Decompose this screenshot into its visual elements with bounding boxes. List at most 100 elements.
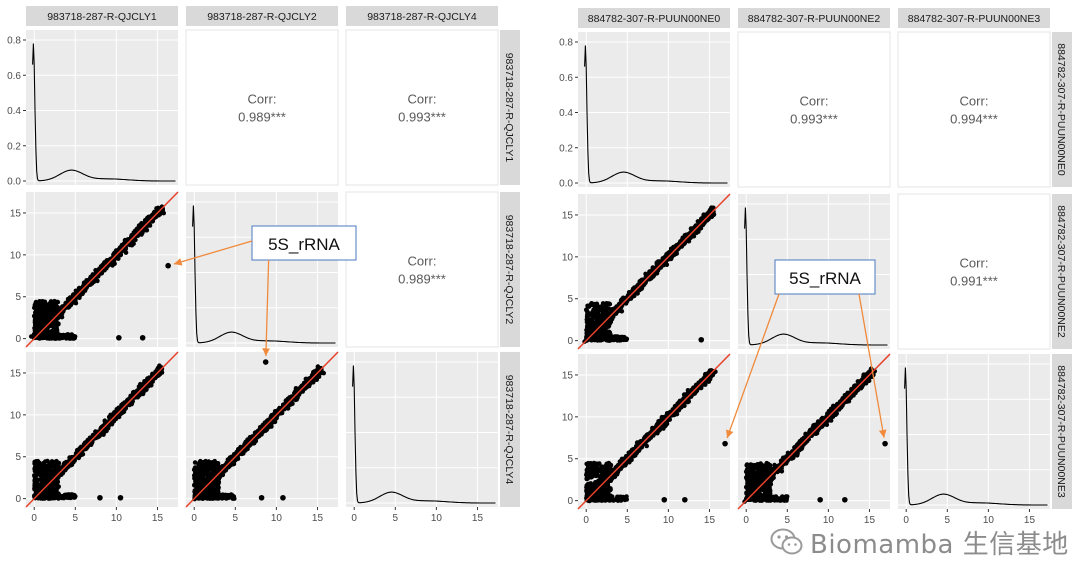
scatter-point xyxy=(618,337,624,343)
scatter-point xyxy=(104,258,110,264)
scatter-point xyxy=(38,310,43,316)
scatter-point xyxy=(607,338,612,343)
scatter-point xyxy=(155,206,160,211)
corr-panel-bg xyxy=(345,29,499,186)
scatter-point xyxy=(603,323,608,328)
row-strip xyxy=(500,192,520,347)
row-strip-label: 884782-307-R-PUUN00NE3 xyxy=(1055,365,1067,498)
scatter-point xyxy=(60,334,65,340)
outlier-point xyxy=(117,494,124,501)
y-tick-label: 0.2 xyxy=(7,141,21,152)
scatter-point xyxy=(606,306,611,311)
y-tick-label: 0.0 xyxy=(559,179,573,190)
scatter-point xyxy=(587,317,593,322)
corr-panel-bg xyxy=(897,193,1051,350)
scatter-point xyxy=(225,492,230,498)
scatter-point xyxy=(639,286,644,292)
outlier-point xyxy=(97,494,103,501)
scatter-point xyxy=(54,321,60,327)
scatter-point xyxy=(112,261,117,267)
panel-r2-c2: 0 5 10 15 xyxy=(346,352,498,524)
scatter-point xyxy=(585,309,590,315)
scatter-point xyxy=(51,462,57,468)
scatter-point xyxy=(597,336,603,342)
scatter-point xyxy=(54,333,60,339)
x-tick-label: 15 xyxy=(472,513,484,524)
corr-panel-bg xyxy=(737,31,891,188)
scatter-point xyxy=(211,469,216,475)
x-tick-label: 10 xyxy=(271,513,283,524)
panel-r1-c1 xyxy=(186,192,338,347)
matrix-left: 983718-287-R-QJCLY1 983718-287-R-QJCLY2 98… xyxy=(7,6,520,524)
scatter-point xyxy=(42,299,48,305)
scatter-point xyxy=(51,302,56,307)
row-strip xyxy=(500,352,520,507)
y-tick-label: 0.8 xyxy=(7,36,21,47)
scatter-point xyxy=(607,330,613,335)
scatter-point xyxy=(56,460,62,466)
y-tick-label: 0.4 xyxy=(559,108,573,119)
y-tick-label: 0.6 xyxy=(7,71,21,82)
scatter-point xyxy=(67,295,73,300)
col-strip-label: 983718-287-R-QJCLY4 xyxy=(367,11,477,23)
corr-value: 0.993*** xyxy=(790,112,838,127)
corr-label: Corr: xyxy=(960,94,989,109)
scatter-point xyxy=(32,305,37,311)
scatter-point xyxy=(42,496,47,501)
scatter-point xyxy=(34,324,40,330)
density-curve xyxy=(32,43,176,182)
scatter-point xyxy=(49,322,55,327)
panel-r2-c1: 0 5 10 15 xyxy=(185,351,339,524)
corr-value: 0.991*** xyxy=(950,274,998,289)
y-tick-label: 15 xyxy=(10,208,22,219)
scatter-point xyxy=(211,493,217,499)
scatter-point xyxy=(46,302,52,308)
x-tick-label: 0 xyxy=(31,513,37,524)
scatter-point xyxy=(39,305,44,311)
scatter-point xyxy=(119,242,125,248)
col-strip xyxy=(346,6,498,26)
col-strip-label: 983718-287-R-QJCLY2 xyxy=(207,11,317,23)
col-strip-label: 884782-307-R-PUUN00NE2 xyxy=(748,13,881,25)
scatter-point xyxy=(41,478,46,483)
corr-panel-bg xyxy=(897,31,1051,188)
corr-panel-bg xyxy=(345,191,499,348)
scatter-point xyxy=(601,336,607,342)
corr-label: Corr: xyxy=(800,94,829,109)
scatter-point xyxy=(38,468,43,474)
y-tick-label: 0.0 xyxy=(7,177,21,188)
scatter-point xyxy=(43,311,49,317)
x-tick-label: 5 xyxy=(393,513,399,524)
corr-value: 0.993*** xyxy=(398,110,446,125)
scatter-point xyxy=(199,470,205,476)
corr-label: Corr: xyxy=(408,92,437,107)
y-tick-label: 15 xyxy=(10,368,22,379)
corr-value: 0.989*** xyxy=(398,272,446,287)
scatter-point xyxy=(216,477,221,482)
scatter-point xyxy=(34,465,39,471)
scatter-point xyxy=(49,328,55,334)
y-tick-label: 10 xyxy=(10,410,22,421)
scatter-point xyxy=(193,470,198,476)
scatter-point xyxy=(138,391,144,397)
scatter-point xyxy=(212,463,217,469)
fit-line xyxy=(25,191,179,348)
scatter-point xyxy=(592,301,597,307)
panel-r0-c0: 0.80.60.40.20.0 xyxy=(559,32,730,190)
scatter-point xyxy=(44,306,50,312)
scatter-point xyxy=(46,494,52,500)
scatter-point xyxy=(38,334,43,339)
col-strip xyxy=(26,6,178,26)
scatter-point xyxy=(643,271,648,277)
outlier-point xyxy=(280,494,286,501)
scatter-point xyxy=(597,313,603,318)
scatter-point xyxy=(192,465,198,470)
scatter-point xyxy=(62,495,67,500)
scatter-point xyxy=(241,451,246,456)
x-tick-label: 0 xyxy=(351,513,357,524)
y-tick-label: 0.8 xyxy=(559,38,573,49)
outlier-point xyxy=(139,334,146,341)
